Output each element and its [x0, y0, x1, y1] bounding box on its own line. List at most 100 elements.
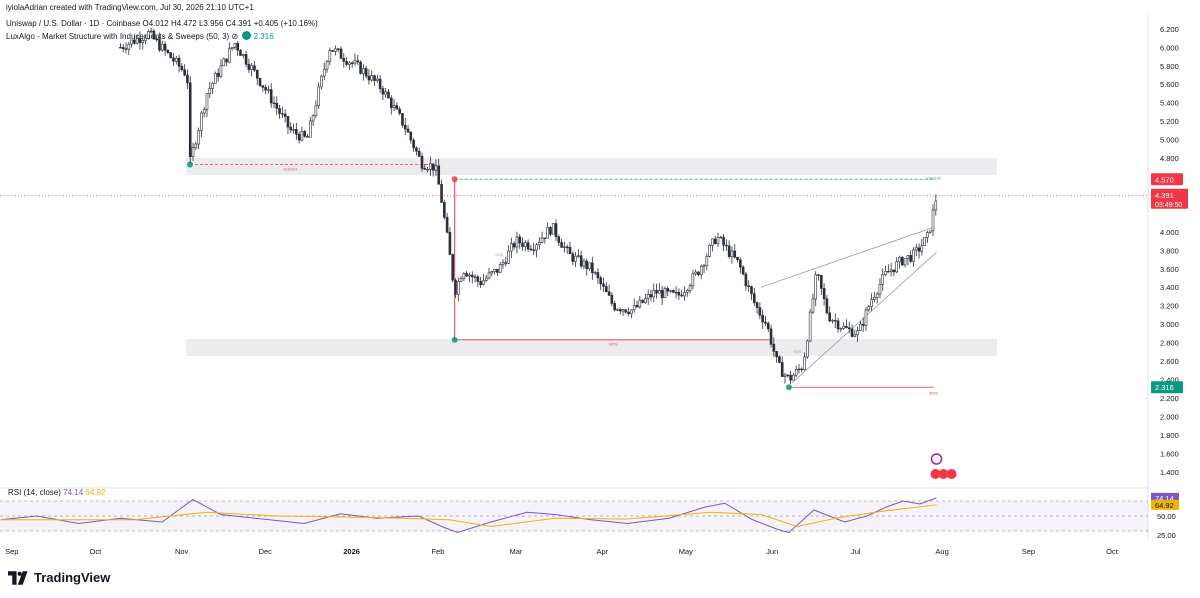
candle-body: [747, 285, 751, 287]
candle: [705, 253, 709, 271]
candle-body: [624, 309, 628, 313]
price-tick-label: 3.200: [1160, 302, 1179, 311]
candle: [367, 69, 371, 85]
price-tick-label: 3.000: [1160, 320, 1179, 329]
symbol-legend[interactable]: Uniswap / U.S. Dollar · 1D · Coinbase O4…: [6, 19, 318, 28]
candle: [180, 63, 184, 72]
candle-body: [350, 62, 354, 64]
candle-body: [878, 283, 882, 295]
candle: [384, 87, 387, 98]
candle: [546, 222, 549, 239]
candle-body: [610, 295, 614, 304]
candle-body: [917, 247, 921, 252]
candle-body: [571, 253, 575, 262]
candle-body: [540, 237, 544, 243]
candle-body: [378, 78, 382, 89]
candle: [909, 250, 912, 263]
candle: [163, 41, 167, 56]
candle-body: [135, 38, 139, 44]
event-markers[interactable]: [930, 453, 957, 479]
candle: [744, 272, 748, 291]
time-axis[interactable]: Sep Oct Nov Dec 2026 Feb Mar Apr May Jun Jul Aug Sep…: [5, 547, 1119, 556]
candle-body: [750, 286, 753, 294]
candle-body: [149, 30, 153, 33]
candle-body: [141, 40, 145, 43]
candle: [325, 60, 329, 73]
candle-body: [638, 299, 642, 308]
candle-body: [431, 163, 435, 171]
candle: [532, 242, 535, 255]
indicator-visibility-icon[interactable]: ⊘: [231, 32, 239, 41]
indicator-legend[interactable]: LuxAlgo - Market Structure with Induceme…: [6, 31, 274, 41]
candle-body: [484, 277, 488, 281]
price-axis[interactable]: 6.200 6.000 5.800 5.600 5.400 5.200 5.000 4.800…: [1151, 25, 1188, 477]
candle: [920, 238, 924, 256]
candle: [222, 57, 226, 67]
candle: [627, 307, 630, 317]
candle-body: [331, 50, 334, 52]
candle-body: [923, 236, 926, 246]
candle-body: [867, 306, 871, 311]
candle-body: [437, 165, 441, 185]
candle-body: [535, 244, 538, 251]
candle: [691, 269, 695, 290]
candle: [445, 212, 449, 234]
candle: [264, 84, 267, 95]
candle-body: [635, 305, 639, 308]
candle-body: [417, 150, 421, 157]
tradingview-logo-icon: [8, 570, 28, 585]
candle-body: [208, 88, 212, 94]
candle: [585, 258, 589, 276]
candle-body: [253, 65, 256, 71]
candle-body: [180, 65, 184, 71]
candle-body: [652, 289, 656, 298]
candle-body: [741, 266, 745, 275]
candle-body: [554, 223, 558, 238]
candle: [387, 89, 390, 99]
rsi-tick-label: 50.00: [1157, 512, 1176, 521]
candle-body: [219, 65, 223, 77]
time-tick-label: Jun: [766, 547, 778, 556]
candle: [604, 282, 608, 293]
candle: [121, 44, 125, 53]
candle: [308, 117, 312, 138]
rsi-legend[interactable]: RSI (14, close) 74.14 64.92: [8, 488, 106, 497]
candle-body: [415, 147, 418, 152]
candle-body: [373, 75, 376, 81]
candle-body: [191, 147, 195, 158]
candle: [780, 356, 784, 377]
candle-body: [884, 271, 887, 275]
candle-body: [713, 238, 717, 244]
candle: [794, 365, 798, 377]
candle: [588, 262, 591, 272]
candlestick-series: [119, 27, 938, 385]
candle: [172, 52, 175, 67]
candle-body: [186, 74, 189, 84]
candle: [429, 156, 432, 176]
candle: [286, 115, 290, 135]
rsi-tick-label: 25.00: [1157, 531, 1176, 540]
candle-body: [543, 237, 547, 240]
candle-body: [658, 290, 661, 294]
time-tick-label: Dec: [259, 547, 273, 556]
structure-label: SSS: [793, 349, 801, 354]
candle-body: [691, 273, 695, 287]
candle-body: [532, 249, 535, 251]
candle-body: [328, 50, 332, 62]
candle-body: [758, 307, 762, 316]
candle-body: [342, 58, 346, 62]
structure-label: SSS: [495, 252, 503, 257]
candle-body: [521, 242, 524, 247]
candle-body: [820, 275, 823, 289]
candle-body: [406, 128, 410, 133]
market-structure-lines: [0, 15, 1149, 540]
candle: [660, 285, 664, 305]
candle: [892, 269, 896, 277]
candle: [320, 74, 323, 90]
candle: [750, 285, 753, 300]
candle: [370, 70, 374, 83]
candle: [649, 289, 653, 302]
candle: [702, 263, 706, 274]
candle: [847, 321, 851, 334]
